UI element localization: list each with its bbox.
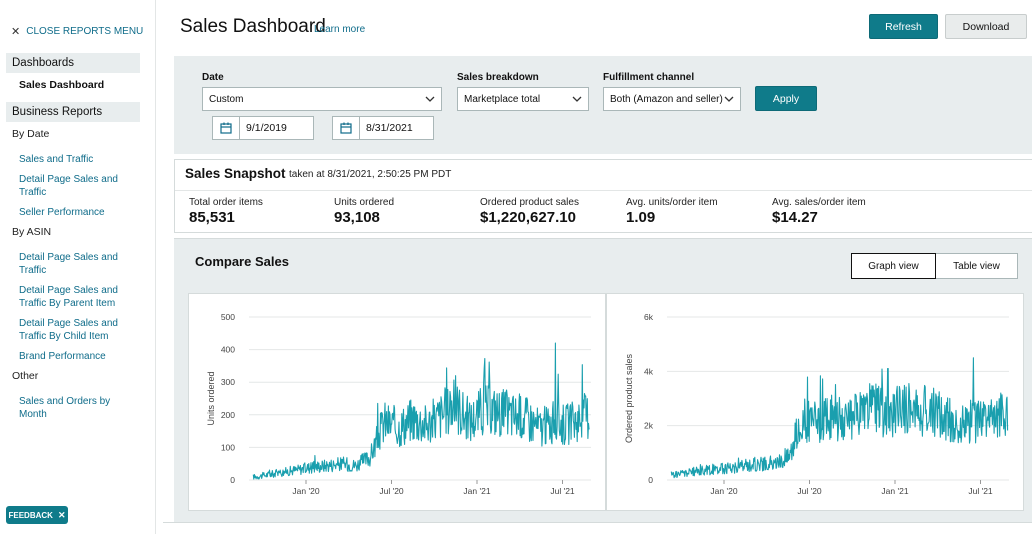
feedback-label: FEEDBACK — [8, 510, 53, 520]
start-date-input[interactable]: 9/1/2019 — [212, 116, 314, 140]
sidebar-link-sales-orders-month[interactable]: Sales and Orders by Month — [19, 396, 111, 420]
fulfillment-channel-label: Fulfillment channel — [603, 72, 695, 83]
y-tick-label: 4k — [644, 366, 654, 376]
refresh-button[interactable]: Refresh — [869, 14, 938, 39]
graph-view-button[interactable]: Graph view — [851, 253, 936, 279]
x-tick-label: Jul '20 — [797, 486, 822, 496]
y-tick-label: 0 — [230, 475, 235, 485]
x-tick-label: Jan '21 — [881, 486, 908, 496]
close-icon: ✕ — [11, 26, 21, 38]
y-tick-label: 0 — [648, 475, 653, 485]
x-tick-label: Jan '20 — [292, 486, 319, 496]
sidebar-link-seller-performance[interactable]: Seller Performance — [19, 207, 105, 218]
group-other: Other — [12, 370, 39, 382]
sales-breakdown-select[interactable]: Marketplace total — [457, 87, 589, 111]
sidebar-link-brand-performance[interactable]: Brand Performance — [19, 351, 106, 362]
units-ordered-chart: 0 100 200 300 400 500 Units ordered Jan '20 Jul … — [188, 293, 606, 511]
y-tick-label: 300 — [221, 377, 235, 387]
ordered-product-sales-chart: 0 2k 4k 6k Ordered product sales Jan '20 Jul '… — [606, 293, 1024, 511]
metric-ordered-product-sales: Ordered product sales $1,220,627.10 — [480, 197, 579, 226]
sidebar-item-sales-dashboard[interactable]: Sales Dashboard — [19, 79, 105, 91]
y-tick-label: 6k — [644, 312, 654, 322]
y-axis-title: Units ordered — [206, 371, 216, 425]
bottom-table-edge — [163, 522, 1032, 535]
snapshot-timestamp: taken at 8/31/2021, 2:50:25 PM PDT — [289, 169, 452, 180]
sidebar-link-asin-child-item[interactable]: Detail Page Sales and Traffic By Child I… — [19, 318, 118, 342]
y-tick-label: 500 — [221, 312, 235, 322]
metric-label: Units ordered — [334, 197, 395, 208]
sales-breakdown-label: Sales breakdown — [457, 72, 539, 83]
chevron-down-icon — [724, 96, 734, 102]
close-reports-menu-label: CLOSE REPORTS MENU — [26, 26, 144, 37]
group-by-asin: By ASIN — [12, 226, 52, 238]
units-ordered-chart-svg: 0 100 200 300 400 500 Units ordered Jan '20 Jul … — [206, 312, 591, 496]
metric-units-ordered: Units ordered 93,108 — [334, 197, 394, 226]
feedback-button[interactable]: FEEDBACK ✕ — [6, 506, 68, 524]
x-tick-label: Jul '21 — [550, 486, 575, 496]
metric-label: Avg. units/order item — [626, 197, 718, 208]
sidebar-link-asin-detail-page[interactable]: Detail Page Sales and Traffic — [19, 252, 118, 276]
sales-breakdown-value: Marketplace total — [464, 93, 541, 105]
y-tick-label: 200 — [221, 410, 235, 420]
sidebar-link-asin-parent-item[interactable]: Detail Page Sales and Traffic By Parent … — [19, 285, 118, 309]
metric-value: 85,531 — [189, 209, 235, 226]
learn-more-link[interactable]: Learn more — [314, 24, 366, 35]
fulfillment-channel-value: Both (Amazon and seller) — [610, 93, 723, 105]
start-date-value: 9/1/2019 — [246, 122, 287, 134]
sidebar-link-detail-page-sales-traffic[interactable]: Detail Page Sales and Traffic — [19, 174, 118, 198]
metric-avg-sales-order-item: Avg. sales/order item $14.27 — [772, 197, 866, 226]
metric-label: Ordered product sales — [480, 197, 579, 208]
metric-value: 1.09 — [626, 209, 656, 226]
reports-sidebar: ✕ CLOSE REPORTS MENU Dashboards Sales Da… — [0, 0, 156, 534]
chevron-down-icon — [572, 96, 582, 102]
date-range-value: Custom — [209, 93, 244, 105]
close-reports-menu-button[interactable]: ✕ CLOSE REPORTS MENU — [11, 25, 143, 38]
calendar-icon[interactable] — [333, 117, 360, 139]
series-line — [670, 357, 1009, 479]
sales-snapshot-panel: Sales Snapshot taken at 8/31/2021, 2:50:… — [174, 159, 1032, 233]
x-tick-label: Jul '21 — [968, 486, 993, 496]
x-tick-label: Jan '21 — [463, 486, 490, 496]
x-tick-label: Jul '20 — [379, 486, 404, 496]
y-tick-label: 2k — [644, 421, 654, 431]
y-tick-label: 400 — [221, 345, 235, 355]
end-date-input[interactable]: 8/31/2021 — [332, 116, 434, 140]
business-reports-header: Business Reports — [6, 102, 140, 122]
y-axis-title: Ordered product sales — [624, 353, 634, 443]
group-by-date: By Date — [12, 128, 50, 140]
metric-label: Total order items — [189, 197, 263, 208]
download-button[interactable]: Download — [945, 14, 1027, 39]
table-view-button[interactable]: Table view — [936, 253, 1018, 279]
sidebar-link-sales-and-traffic[interactable]: Sales and Traffic — [19, 154, 94, 165]
metric-label: Avg. sales/order item — [772, 197, 866, 208]
date-label: Date — [202, 72, 224, 83]
ordered-product-sales-chart-svg: 0 2k 4k 6k Ordered product sales Jan '20 Jul '… — [624, 312, 1009, 496]
close-icon[interactable]: ✕ — [57, 509, 66, 520]
apply-button[interactable]: Apply — [755, 86, 817, 111]
chevron-down-icon — [425, 96, 435, 102]
dashboards-header: Dashboards — [6, 53, 140, 73]
end-date-value: 8/31/2021 — [366, 122, 413, 134]
metric-value: 93,108 — [334, 209, 380, 226]
filter-panel: Date Custom 9/1/2019 8/31/2021 Sales bre… — [174, 56, 1032, 154]
metric-value: $14.27 — [772, 209, 818, 226]
x-tick-label: Jan '20 — [710, 486, 737, 496]
metric-value: $1,220,627.10 — [480, 209, 576, 226]
compare-sales-panel: Compare Sales Graph view Table view 0 100… — [174, 238, 1032, 529]
date-range-select[interactable]: Custom — [202, 87, 442, 111]
snapshot-divider — [175, 190, 1032, 191]
metric-avg-units-order-item: Avg. units/order item 1.09 — [626, 197, 718, 226]
compare-sales-title: Compare Sales — [195, 254, 289, 269]
calendar-icon[interactable] — [213, 117, 240, 139]
metric-total-order-items: Total order items 85,531 — [189, 197, 263, 226]
fulfillment-channel-select[interactable]: Both (Amazon and seller) — [603, 87, 741, 111]
series-line — [252, 342, 590, 480]
y-tick-label: 100 — [221, 442, 235, 452]
page-title: Sales Dashboard — [180, 16, 326, 37]
snapshot-title: Sales Snapshot — [185, 166, 286, 181]
